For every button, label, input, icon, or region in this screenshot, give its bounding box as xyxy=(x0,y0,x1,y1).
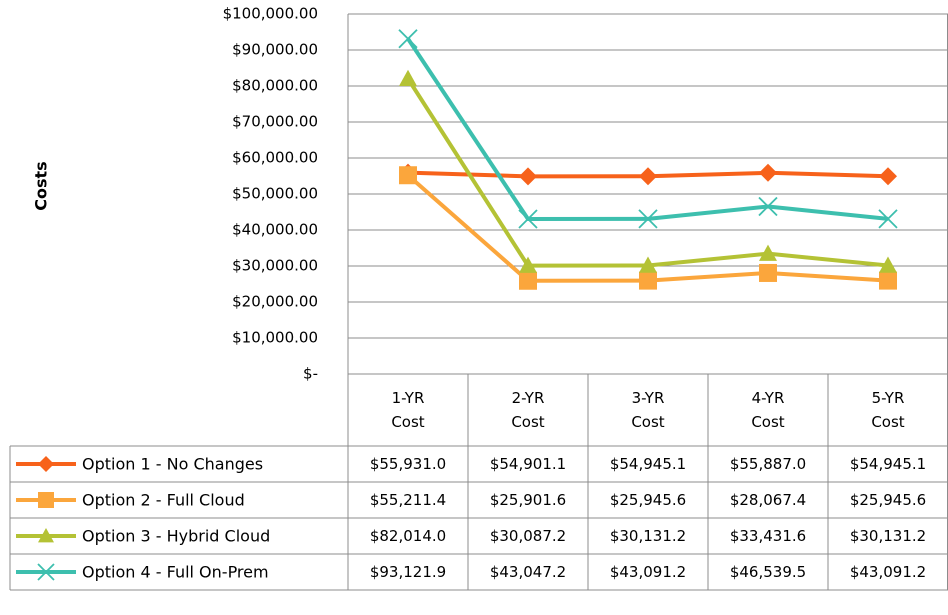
table-value: $30,131.2 xyxy=(609,527,687,545)
marker xyxy=(519,256,537,273)
table-value: $33,431.6 xyxy=(729,527,807,545)
y-tick-label: $90,000.00 xyxy=(232,41,318,59)
table-value: $82,014.0 xyxy=(369,527,447,545)
legend-label: Option 3 - Hybrid Cloud xyxy=(82,527,270,546)
y-tick-label: $- xyxy=(303,365,318,383)
legend-label: Option 2 - Full Cloud xyxy=(82,491,245,510)
marker xyxy=(639,271,657,290)
table-value: $55,887.0 xyxy=(729,455,807,473)
marker xyxy=(398,29,418,49)
marker xyxy=(37,563,55,581)
table-value: $43,091.2 xyxy=(609,563,687,581)
legend-key xyxy=(16,456,76,472)
marker xyxy=(639,256,657,273)
marker xyxy=(518,209,538,229)
y-tick-label: $50,000.00 xyxy=(232,185,318,203)
table-value: $30,087.2 xyxy=(489,527,567,545)
y-tick-label: $20,000.00 xyxy=(232,293,318,311)
y-tick-label: $10,000.00 xyxy=(232,329,318,347)
marker xyxy=(38,492,54,508)
legend-label: Option 4 - Full On-Prem xyxy=(82,563,269,582)
table-value: $93,121.9 xyxy=(369,563,447,581)
marker xyxy=(759,263,777,282)
table-value: $25,945.6 xyxy=(609,491,687,509)
y-tick-label: $100,000.00 xyxy=(223,5,318,23)
table-value: $28,067.4 xyxy=(729,491,807,509)
table-value: $46,539.5 xyxy=(729,563,807,581)
table-value: $43,091.2 xyxy=(849,563,927,581)
marker xyxy=(519,167,537,186)
table-value: $55,931.0 xyxy=(369,455,447,473)
table-value: $43,047.2 xyxy=(489,563,567,581)
marker xyxy=(639,167,657,186)
marker xyxy=(879,167,897,186)
marker xyxy=(519,271,537,290)
marker xyxy=(878,209,898,229)
table-value: $25,945.6 xyxy=(849,491,927,509)
marker xyxy=(399,69,417,86)
marker xyxy=(38,528,54,543)
y-tick-label: $80,000.00 xyxy=(232,77,318,95)
x-tick-label: 3-YR Cost xyxy=(631,389,665,431)
table-value: $54,945.1 xyxy=(609,455,687,473)
markers xyxy=(398,29,898,229)
y-axis-title: Costs xyxy=(32,161,51,210)
table-value: $54,945.1 xyxy=(849,455,927,473)
x-tick-label: 4-YR Cost xyxy=(751,389,785,431)
x-tick-label: 2-YR Cost xyxy=(511,389,545,431)
legend-key xyxy=(16,492,76,508)
legend-key xyxy=(16,528,76,543)
y-tick-label: $30,000.00 xyxy=(232,257,318,275)
legend-label: Option 1 - No Changes xyxy=(82,455,263,474)
table-value: $25,901.6 xyxy=(489,491,567,509)
marker xyxy=(759,163,777,182)
table-value: $54,901.1 xyxy=(489,455,567,473)
marker xyxy=(879,271,897,290)
marker xyxy=(38,456,54,472)
marker xyxy=(399,166,417,185)
markers xyxy=(399,69,897,273)
marker xyxy=(758,196,778,217)
marker xyxy=(879,256,897,273)
y-tick-label: $40,000.00 xyxy=(232,221,318,239)
markers xyxy=(399,166,897,290)
table-value: $30,131.2 xyxy=(849,527,927,545)
legend-key xyxy=(16,563,76,581)
y-tick-label: $70,000.00 xyxy=(232,113,318,131)
marker xyxy=(638,209,658,229)
marker xyxy=(759,244,777,261)
x-tick-label: 1-YR Cost xyxy=(391,389,425,431)
table-value: $55,211.4 xyxy=(369,491,447,509)
y-tick-label: $60,000.00 xyxy=(232,149,318,167)
x-tick-label: 5-YR Cost xyxy=(871,389,905,431)
